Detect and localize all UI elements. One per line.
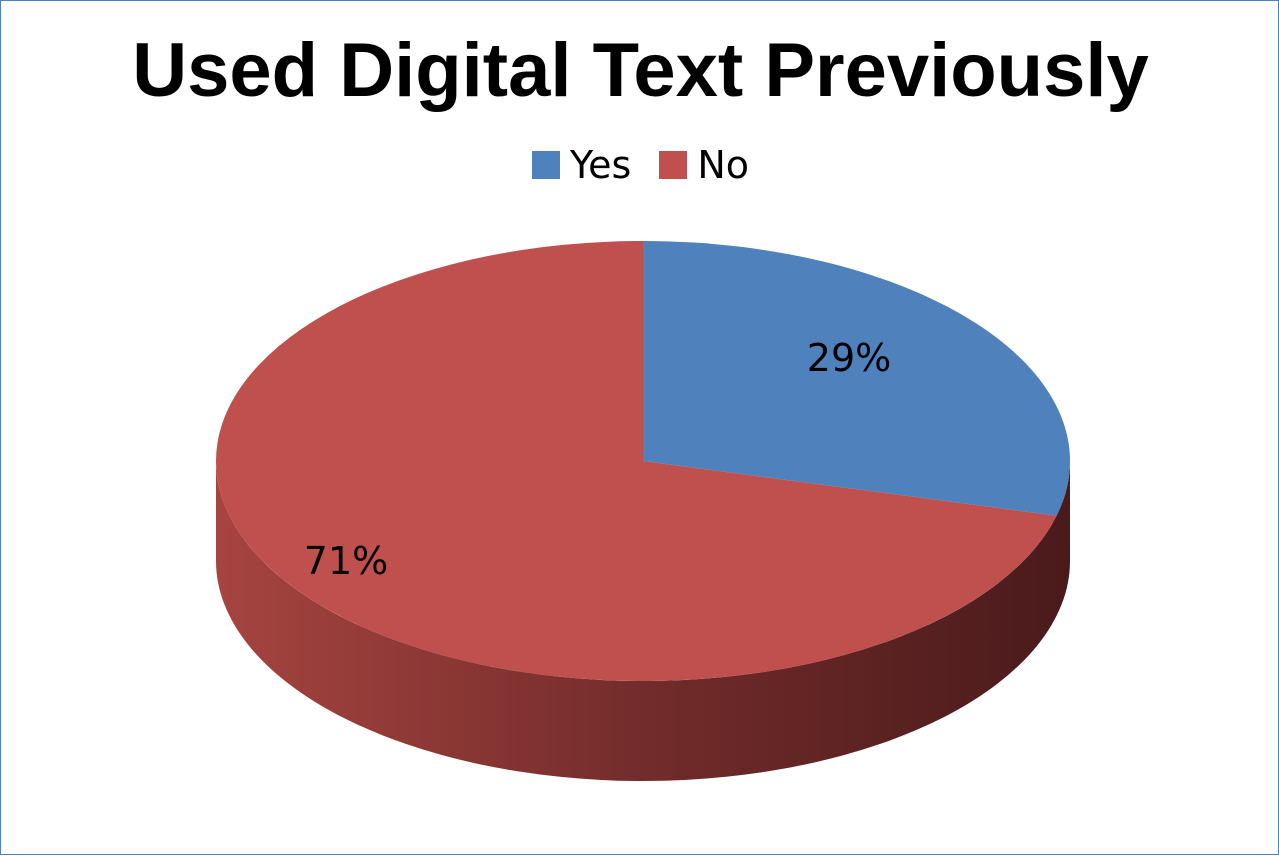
pie-slice-yes [643, 241, 1070, 516]
legend-item-no: No [659, 143, 749, 187]
pie-sides [216, 461, 1070, 781]
chart-title: Used Digital Text Previously [132, 28, 1149, 113]
pie-top [215, 241, 1070, 681]
legend-item-yes: Yes [531, 143, 632, 187]
pie-side-wall [216, 461, 1070, 781]
data-label-yes: 29% [807, 336, 891, 380]
legend-swatch-no [659, 151, 688, 179]
legend-label-yes: Yes [569, 143, 632, 187]
pie-slice-no [215, 241, 1057, 681]
pie-labels: 29% 71% [304, 336, 891, 583]
legend-swatch-yes [531, 151, 560, 179]
legend-label-no: No [697, 143, 750, 187]
data-label-no: 71% [304, 539, 388, 583]
legend: Yes No [1, 143, 1279, 187]
